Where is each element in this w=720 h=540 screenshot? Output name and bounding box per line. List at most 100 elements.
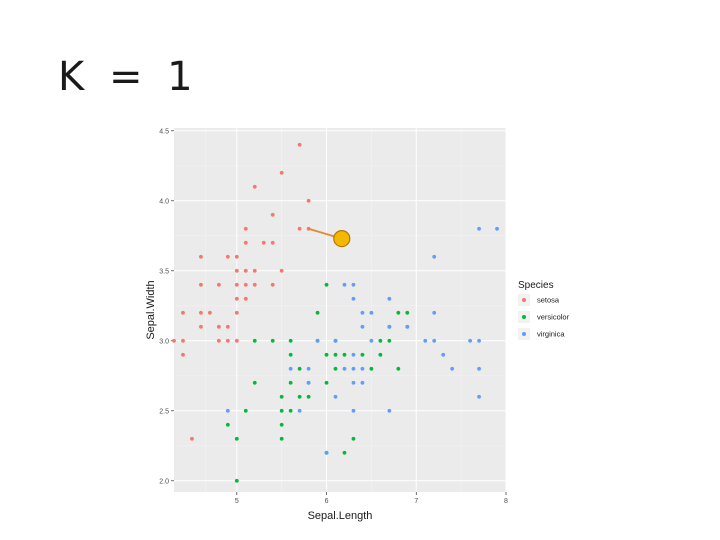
data-points	[172, 142, 499, 483]
versicolor-point	[306, 394, 311, 399]
versicolor-point	[324, 380, 329, 385]
versicolor-point	[288, 352, 293, 357]
versicolor-point	[378, 352, 383, 357]
query-layer	[308, 227, 351, 248]
setosa-point	[297, 226, 302, 231]
virginica-point	[360, 310, 365, 315]
setosa-point	[234, 268, 239, 273]
versicolor-point	[342, 352, 347, 357]
virginica-point	[477, 338, 481, 343]
versicolor-point	[387, 338, 392, 343]
versicolor-point	[333, 352, 338, 357]
virginica-point	[351, 408, 356, 413]
versicolor-point	[297, 394, 302, 399]
x-axis-ticks: 5 6 7 8	[235, 492, 508, 505]
setosa-point	[190, 436, 194, 441]
setosa-point	[225, 324, 230, 329]
versicolor-point	[279, 436, 284, 441]
query-point	[333, 230, 351, 248]
setosa-point	[243, 240, 248, 245]
x-tick-label: 6	[325, 498, 329, 505]
setosa-point	[234, 282, 239, 287]
virginica-point	[225, 408, 230, 413]
virginica-point	[405, 324, 410, 329]
setosa-point	[243, 268, 248, 273]
setosa-point	[234, 296, 239, 301]
setosa-point	[252, 268, 257, 273]
slide-title: K = 1	[58, 54, 199, 100]
virginica-point	[468, 338, 473, 343]
virginica-point	[324, 450, 329, 455]
plot-panel	[174, 128, 506, 492]
virginica-point	[387, 324, 392, 329]
legend: Species setosa versicolor virginica	[518, 280, 570, 340]
setosa-point	[199, 282, 203, 287]
versicolor-point	[324, 352, 329, 357]
virginica-point	[306, 380, 311, 385]
setosa-point	[234, 254, 239, 259]
versicolor-point	[360, 352, 365, 357]
legend-key-setosa	[522, 298, 526, 302]
virginica-point	[306, 366, 311, 371]
versicolor-point	[234, 436, 239, 441]
versicolor-point	[315, 310, 320, 315]
virginica-point	[441, 352, 446, 357]
setosa-point	[252, 282, 257, 287]
virginica-point	[369, 338, 374, 343]
y-tick-label: 4.0	[159, 198, 169, 205]
virginica-point	[351, 366, 356, 371]
virginica-point	[432, 254, 437, 259]
legend-label-setosa: setosa	[537, 296, 560, 305]
setosa-point	[172, 338, 176, 343]
versicolor-point	[243, 408, 248, 413]
versicolor-point	[288, 408, 293, 413]
setosa-point	[225, 254, 230, 259]
virginica-point	[477, 394, 481, 399]
versicolor-point	[279, 408, 284, 413]
setosa-point	[279, 170, 284, 175]
setosa-point	[216, 338, 221, 343]
legend-title: Species	[518, 280, 554, 291]
versicolor-point	[369, 366, 374, 371]
legend-label-virginica: virginica	[537, 330, 565, 339]
virginica-point	[351, 380, 356, 385]
virginica-point	[477, 226, 481, 231]
setosa-point	[243, 296, 248, 301]
setosa-point	[243, 282, 248, 287]
versicolor-point	[288, 338, 293, 343]
virginica-point	[495, 226, 499, 231]
virginica-point	[351, 352, 356, 357]
y-tick-label: 3.5	[159, 268, 169, 275]
versicolor-point	[333, 366, 338, 371]
virginica-point	[387, 296, 392, 301]
legend-key-versicolor	[522, 315, 526, 319]
setosa-point	[216, 324, 221, 329]
versicolor-point	[324, 282, 329, 287]
y-tick-label: 2.5	[159, 408, 169, 415]
setosa-point	[199, 254, 203, 259]
versicolor-point	[270, 338, 275, 343]
virginica-point	[351, 296, 356, 301]
virginica-point	[333, 394, 338, 399]
virginica-point	[342, 282, 347, 287]
setosa-point	[199, 324, 203, 329]
setosa-point	[270, 212, 275, 217]
virginica-point	[477, 366, 481, 371]
versicolor-point	[351, 436, 356, 441]
setosa-point	[252, 184, 257, 189]
x-tick-label: 7	[414, 498, 418, 505]
setosa-point	[234, 310, 239, 315]
versicolor-point	[252, 380, 257, 385]
setosa-point	[181, 338, 185, 343]
setosa-point	[270, 240, 275, 245]
virginica-point	[297, 408, 302, 413]
versicolor-point	[396, 366, 401, 371]
virginica-point	[351, 282, 356, 287]
setosa-point	[199, 310, 203, 315]
setosa-point	[279, 268, 284, 273]
virginica-point	[369, 310, 374, 315]
virginica-point	[360, 380, 365, 385]
virginica-point	[432, 310, 437, 315]
versicolor-point	[396, 310, 401, 315]
setosa-point	[181, 352, 185, 357]
